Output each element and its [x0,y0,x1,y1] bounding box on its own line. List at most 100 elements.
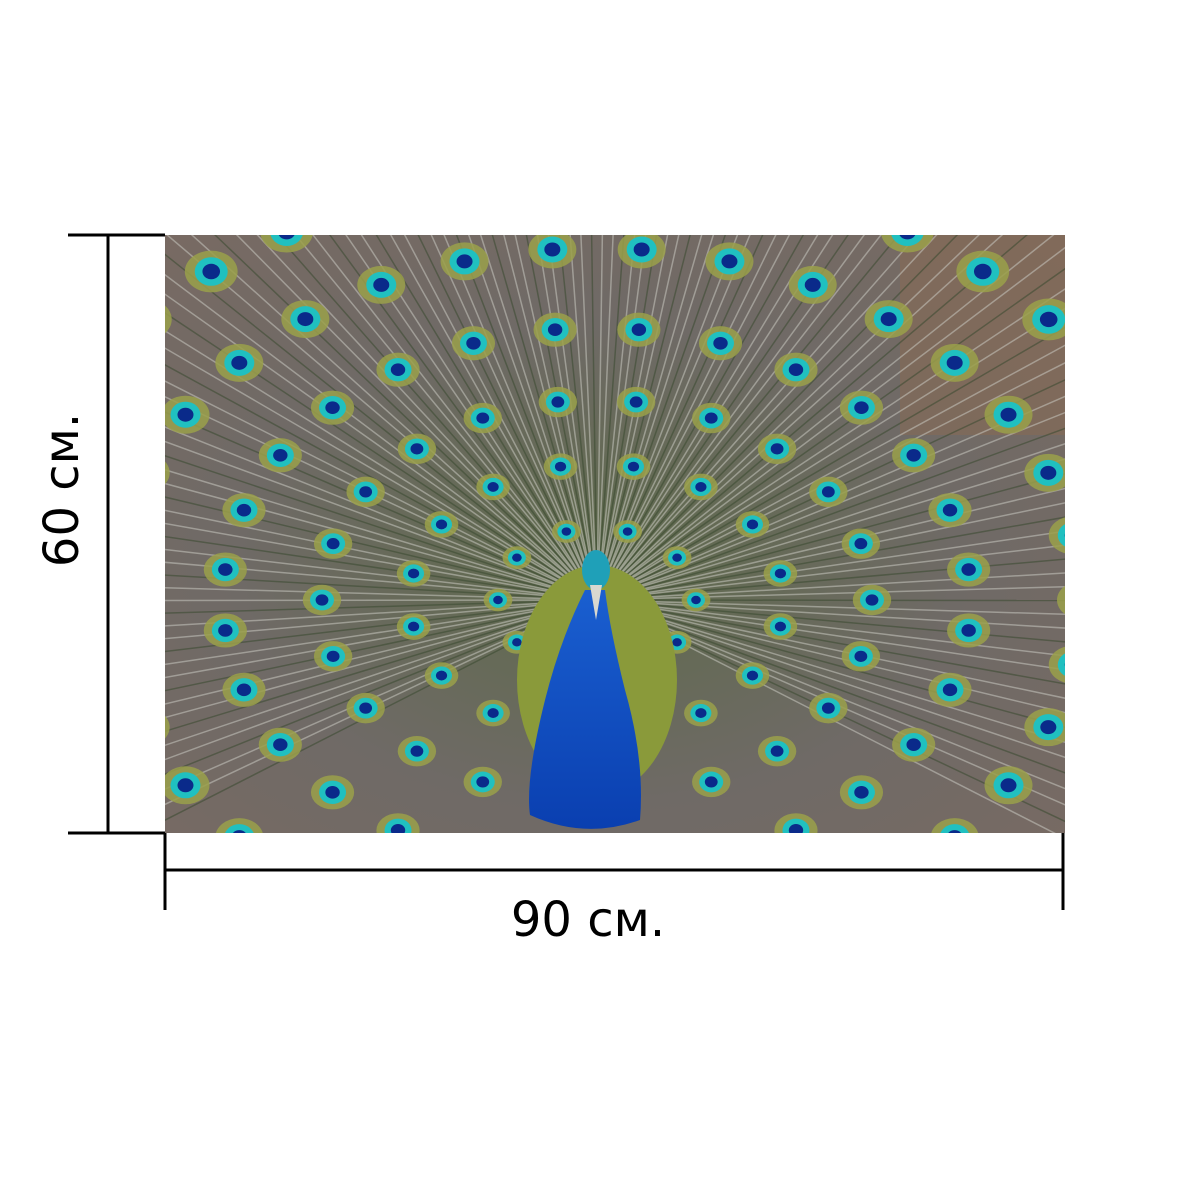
eye-outer [357,896,405,934]
eye-center [788,824,804,833]
eye-ring [1158,485,1191,514]
eye-center [1064,533,1065,538]
feather-ray [596,288,1065,601]
feather-ray [596,235,919,601]
feather-ray [166,235,598,601]
feather-ray [165,330,598,601]
eye-ring [1129,420,1162,449]
eye-outer [1163,613,1200,655]
eye-center [218,563,233,576]
eye-center [629,396,643,408]
eye-center [512,553,522,562]
feather-ray [389,235,598,601]
feather-ray [596,599,1065,657]
eye-outer [789,896,837,934]
feather-ray [165,253,598,601]
eye-center [713,850,727,863]
feather-ray [165,273,598,601]
feather-ray [596,516,1065,601]
eye-outer [0,545,31,587]
eye-outer [1048,517,1065,554]
eye-outer [343,180,396,222]
feather-ray [256,235,598,601]
feather-ray [417,235,598,601]
eye-center [1180,558,1198,573]
feather-ray [165,599,598,679]
feather-ray [596,530,1065,601]
eye-center [435,519,448,530]
eye-outer [89,581,137,619]
eye-center [804,277,821,292]
eye-center [326,538,340,550]
feather-ray [596,326,1065,601]
eye-center [273,448,288,462]
eye-center [899,235,916,240]
eye-center [232,830,246,833]
eye-center [273,738,288,752]
feather-ray [596,235,636,601]
eye-ring [1057,524,1065,547]
eye-ring [0,620,21,649]
eye-ring [225,824,254,833]
feather-ray [165,599,598,775]
eye-outer [1148,478,1200,520]
eye-center [816,193,834,208]
feather-ray [596,599,1065,671]
feather-ray [596,235,1055,601]
eye-outer [260,947,313,989]
peacock-beak [590,585,602,620]
feather-ray [596,599,1065,729]
eye-ring [534,155,567,184]
feather-ray [596,599,1056,833]
feather-ray [403,235,598,601]
eye-ring [450,926,480,952]
eye-center [770,443,784,455]
feather-ray [165,599,598,719]
eye-ring [808,187,841,216]
feather-ray [596,235,819,601]
eye-center [390,363,406,376]
feather-ray [275,235,598,601]
eye-ring [366,902,396,928]
eye-center [82,818,100,833]
eye-ring [129,305,162,334]
eye-ring [1129,751,1162,780]
eye-outer [881,947,934,989]
feather-ray [165,411,598,601]
feather-ray [596,599,1065,823]
eye-center [1095,367,1113,382]
feather-ray [165,469,598,601]
eye-center [113,528,129,542]
feather-eyes [0,155,1200,1041]
eye-outer [432,999,485,1041]
eye-center [544,242,561,257]
eye-center [695,482,707,492]
eye-center [633,242,650,257]
eye-center [435,670,448,681]
eye-outer [0,613,31,655]
feather-ray [596,599,1065,759]
feather-ray [165,599,598,602]
feather-ray [596,599,1065,699]
eye-center [704,412,718,424]
feather-ray [165,380,598,601]
eye-center [325,401,340,414]
eye-center [407,621,420,632]
eye-outer [260,235,313,253]
eye-center [359,486,373,498]
feather-ray [596,599,1065,616]
eye-center [631,323,647,337]
eye-center [493,595,503,605]
feather-ray [596,235,777,601]
feather-ray [596,235,834,601]
feather-ray [596,235,764,601]
eye-outer [185,908,238,950]
eye-center [373,277,390,292]
eye-center [11,693,29,708]
feather-ray [596,599,1065,806]
eye-ring [131,714,161,740]
feather-ray [165,599,598,733]
eye-center [410,443,424,455]
feather-ray [165,599,598,653]
eye-ring [891,954,924,983]
